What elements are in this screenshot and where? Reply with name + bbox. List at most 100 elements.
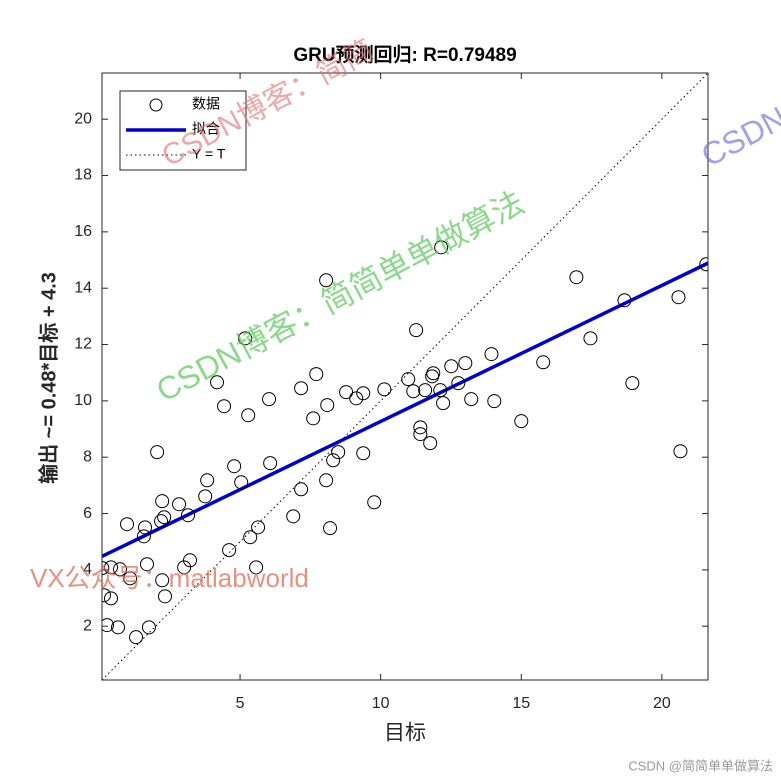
data-point (251, 520, 266, 535)
data-point (409, 323, 424, 338)
data-point (309, 367, 324, 382)
data-point (319, 273, 334, 288)
data-point (222, 543, 237, 558)
series-line (102, 261, 708, 558)
data-point (294, 381, 309, 396)
data-point (323, 521, 338, 536)
data-point (103, 560, 118, 575)
data-point (413, 427, 428, 442)
watermark: VX公众号：matlabworld (30, 563, 309, 593)
data-point (262, 392, 277, 407)
data-point (210, 375, 225, 390)
data-point (418, 383, 433, 398)
data-point (241, 408, 256, 423)
data-point (157, 510, 172, 525)
data-point (433, 383, 448, 398)
y-tick-label: 4 (83, 561, 92, 578)
data-point (349, 391, 364, 406)
x-tick-label: 10 (372, 695, 390, 712)
data-point (243, 530, 258, 545)
data-point (177, 560, 192, 575)
axes-box (101, 72, 709, 681)
data-point (112, 562, 127, 577)
data-point (401, 372, 416, 387)
data-point (294, 482, 309, 497)
data-point (103, 591, 118, 606)
data-point (377, 382, 392, 397)
data-point (120, 517, 135, 532)
data-point (263, 456, 278, 471)
data-point (139, 557, 154, 572)
data-point (157, 589, 172, 604)
data-point (200, 473, 215, 488)
data-point (617, 293, 632, 308)
data-point (155, 573, 170, 588)
data-point (102, 618, 115, 633)
data-point (238, 331, 253, 346)
data-point (583, 331, 598, 346)
x-axis-label: 目标 (384, 722, 426, 745)
data-point (129, 630, 144, 645)
chart-title: GRU预测回归: R=0.79489 (293, 43, 516, 66)
data-point (123, 571, 138, 586)
data-point (172, 497, 187, 512)
data-point (406, 384, 421, 399)
y-tick-label: 12 (74, 336, 92, 353)
y-tick-label: 2 (83, 617, 92, 634)
data-point (249, 560, 264, 575)
legend-label: Y = T (192, 146, 226, 162)
data-point (150, 445, 165, 460)
data-point (536, 355, 551, 370)
y-axis-label: 输出 ~= 0.48*目标 + 4.3 (36, 272, 60, 484)
data-point (356, 446, 371, 461)
data-point (319, 473, 334, 488)
data-point (423, 436, 438, 451)
data-point (326, 453, 341, 468)
legend-marker (149, 98, 163, 112)
data-point (154, 514, 169, 529)
data-point (141, 620, 156, 635)
data-point (436, 396, 451, 411)
data-point (155, 494, 170, 509)
data-point (458, 356, 473, 371)
data-point (102, 588, 111, 603)
data-point (138, 520, 153, 535)
data-point (434, 240, 449, 255)
data-point (444, 359, 459, 374)
data-point (286, 509, 301, 524)
data-point (198, 489, 213, 504)
data-point (111, 620, 126, 635)
data-point (413, 420, 428, 435)
y-tick-label: 6 (83, 505, 92, 522)
y-tick-label: 18 (74, 167, 92, 184)
data-point (451, 376, 466, 391)
y-tick-label: 14 (74, 279, 92, 296)
legend-label: 拟合 (192, 121, 220, 137)
data-point (339, 385, 354, 400)
data-point (673, 444, 688, 459)
data-point (569, 270, 584, 285)
data-point (699, 257, 708, 272)
watermark: CSDN @简简单单做算法 (628, 758, 773, 773)
x-tick-label: 20 (653, 695, 671, 712)
data-point (671, 290, 686, 305)
data-point (136, 529, 151, 544)
data-point (367, 495, 382, 510)
data-point (217, 399, 232, 414)
y-tick-label: 8 (83, 448, 92, 465)
data-point (320, 398, 335, 413)
data-point (356, 386, 371, 401)
x-tick-label: 15 (512, 695, 530, 712)
y-tick-label: 20 (74, 110, 92, 127)
data-point (426, 366, 441, 381)
data-point (625, 376, 640, 391)
data-point (183, 553, 198, 568)
data-point (306, 411, 321, 426)
data-point (234, 475, 249, 490)
data-point (227, 459, 242, 474)
y-tick-label: 10 (74, 392, 92, 409)
legend-label: 数据 (192, 96, 220, 112)
data-point (514, 414, 529, 429)
x-tick-label: 5 (236, 695, 245, 712)
